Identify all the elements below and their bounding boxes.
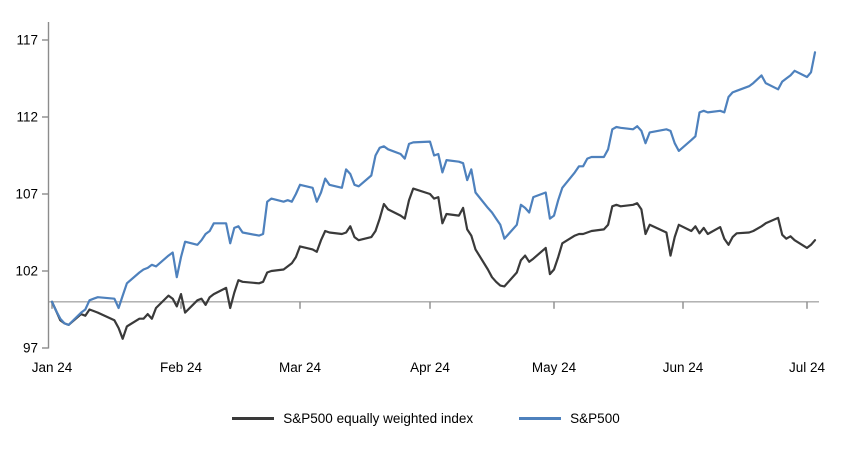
x-tick-label: May 24 [532,360,577,375]
y-tick-label: 97 [23,341,38,356]
x-tick-label: Jul 24 [789,360,826,375]
x-tick-label: Jun 24 [663,360,704,375]
x-tick-label: Jan 24 [32,360,73,375]
legend-line-sample-dark [232,417,275,420]
x-tick-label: Apr 24 [410,360,450,375]
legend-item-sp500-equal-weight: S&P500 equally weighted index [232,411,473,426]
legend-line-sample-blue [519,417,562,420]
y-tick-label: 107 [15,187,38,202]
x-tick-label: Mar 24 [279,360,322,375]
y-tick-label: 102 [15,264,38,279]
sp500-line [50,51,817,326]
legend-label: S&P500 equally weighted index [283,411,474,426]
y-tick-label: 117 [16,33,38,48]
y-tick-label: 112 [16,110,38,125]
x-tick-label: Feb 24 [160,360,203,375]
legend-item-sp500: S&P500 [519,411,620,426]
sp500-equal-weight-line [50,187,817,340]
chart-legend: S&P500 equally weighted index S&P500 [0,411,852,426]
legend-label: S&P500 [570,411,620,426]
